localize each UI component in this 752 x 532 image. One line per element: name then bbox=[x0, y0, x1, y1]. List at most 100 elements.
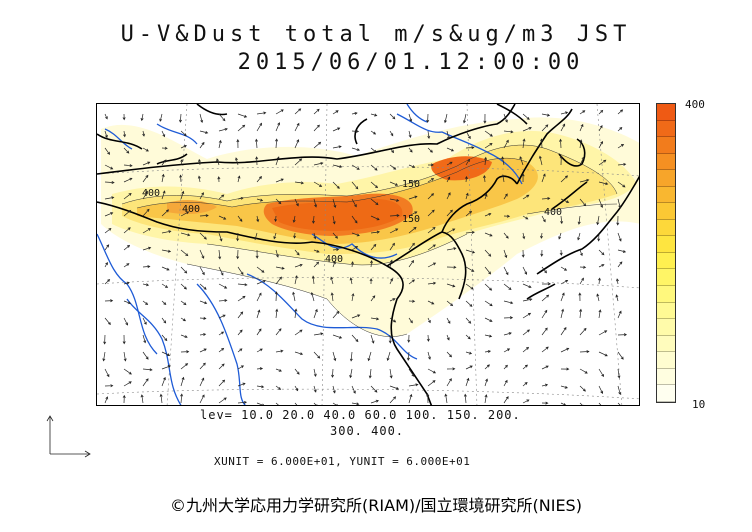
wind-arrow bbox=[463, 393, 467, 404]
wind-arrow bbox=[389, 228, 399, 234]
wind-arrow bbox=[579, 265, 587, 269]
wind-arrow bbox=[237, 348, 243, 353]
wind-arrow bbox=[617, 198, 622, 209]
color-scale-step bbox=[657, 269, 675, 287]
wind-arrow bbox=[218, 113, 226, 122]
wind-arrow bbox=[617, 109, 624, 115]
wind-arrow bbox=[274, 215, 278, 223]
wind-arrow bbox=[180, 266, 188, 274]
wind-arrow bbox=[104, 244, 110, 251]
wind-arrow bbox=[332, 145, 342, 149]
wind-arrow bbox=[522, 113, 530, 120]
wind-arrow bbox=[180, 144, 187, 149]
wind-arrow bbox=[104, 147, 111, 155]
color-scale-step bbox=[657, 286, 675, 303]
wind-arrow bbox=[560, 327, 567, 336]
wind-arrow bbox=[294, 122, 300, 132]
wind-arrow bbox=[199, 394, 205, 404]
wind-arrow bbox=[294, 139, 300, 149]
wind-arrow bbox=[292, 215, 296, 223]
wind-arrow bbox=[180, 334, 188, 339]
wind-arrow bbox=[615, 294, 619, 302]
color-scale-step bbox=[657, 385, 675, 402]
wind-arrow bbox=[255, 156, 259, 166]
wind-arrow bbox=[256, 215, 260, 223]
wind-arrow bbox=[560, 308, 565, 319]
wind-arrow bbox=[256, 348, 263, 353]
wind-arrow bbox=[218, 397, 227, 404]
wind-arrow bbox=[123, 263, 130, 268]
wind-arrow bbox=[579, 156, 585, 166]
wind-arrow bbox=[426, 334, 430, 342]
wind-arrow bbox=[237, 283, 248, 287]
wind-arrow bbox=[142, 334, 147, 344]
wind-arrow bbox=[237, 311, 244, 319]
wind-arrow bbox=[598, 309, 602, 319]
wind-arrow bbox=[332, 127, 341, 132]
wind-arrow bbox=[294, 158, 303, 166]
wind-arrow bbox=[521, 249, 525, 258]
wind-arrow bbox=[199, 300, 208, 305]
wind-arrow bbox=[275, 122, 281, 132]
wind-arrow bbox=[142, 300, 149, 305]
wind-arrow bbox=[389, 242, 395, 251]
wind-arrow bbox=[484, 378, 489, 387]
wind-arrow bbox=[598, 264, 605, 268]
wind-arrow bbox=[484, 317, 493, 322]
wind-arrow bbox=[408, 260, 415, 268]
wind-arrow bbox=[503, 316, 514, 320]
wind-arrow bbox=[218, 139, 222, 149]
wind-arrow bbox=[598, 368, 604, 378]
wind-arrow bbox=[522, 127, 532, 132]
wind-arrow bbox=[294, 263, 303, 268]
wind-arrow bbox=[313, 232, 317, 240]
wind-arrow bbox=[161, 130, 166, 138]
wind-arrow bbox=[199, 214, 209, 218]
wind-arrow bbox=[503, 364, 508, 370]
wind-arrow bbox=[123, 368, 132, 375]
wind-arrow bbox=[370, 147, 377, 153]
wind-arrow bbox=[332, 310, 340, 319]
contour-lines bbox=[121, 144, 618, 337]
wind-arrow bbox=[598, 249, 605, 256]
wind-arrow bbox=[199, 266, 205, 276]
wind-arrow bbox=[254, 232, 258, 241]
wind-arrow bbox=[236, 138, 240, 149]
wind-arrow bbox=[370, 164, 378, 171]
wind-arrow bbox=[104, 299, 114, 303]
wind-arrow bbox=[598, 385, 604, 394]
color-scale-step bbox=[657, 302, 675, 320]
wind-arrow bbox=[332, 351, 337, 362]
wind-arrow bbox=[541, 309, 548, 319]
wind-arrow bbox=[237, 400, 248, 404]
wind-arrow bbox=[598, 330, 608, 336]
contour-label: 400 bbox=[325, 254, 343, 265]
wind-arrow bbox=[104, 368, 110, 378]
wind-arrow bbox=[180, 350, 190, 354]
wind-arrow bbox=[484, 130, 493, 137]
wind-arrow bbox=[427, 209, 435, 217]
wind-arrow bbox=[522, 399, 530, 404]
wind-arrow bbox=[104, 164, 114, 170]
wind-arrow bbox=[389, 181, 399, 186]
wind-arrow bbox=[123, 192, 132, 200]
wind-arrow bbox=[217, 176, 221, 183]
wind-arrow bbox=[199, 113, 204, 124]
wind-arrow bbox=[332, 181, 340, 189]
wind-arrow bbox=[104, 278, 111, 285]
wind-arrow bbox=[256, 111, 267, 115]
wind-arrow bbox=[161, 209, 170, 217]
wind-arrow bbox=[351, 164, 360, 170]
wind-arrow bbox=[427, 380, 436, 387]
wind-arrow bbox=[275, 178, 284, 183]
wind-arrow bbox=[123, 300, 131, 305]
wind-arrow bbox=[407, 334, 411, 343]
wind-arrow bbox=[237, 382, 246, 387]
wind-arrow bbox=[465, 130, 471, 140]
wind-arrow bbox=[598, 198, 604, 208]
wind-arrow bbox=[313, 308, 318, 319]
wind-arrow bbox=[351, 232, 360, 237]
wind-arrow bbox=[522, 194, 530, 200]
wind-arrow bbox=[292, 291, 296, 302]
wind-arrow bbox=[332, 215, 336, 225]
